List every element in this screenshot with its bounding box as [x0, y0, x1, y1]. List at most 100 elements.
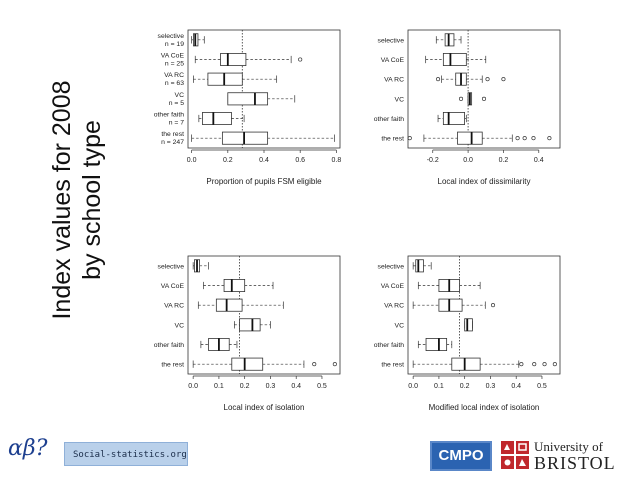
- outlier-the-rest-2: [542, 362, 547, 367]
- category-label-va-coe: VA CoE: [161, 53, 185, 60]
- x-tick-label-0: 0.0: [187, 157, 197, 164]
- box-va-coe: [220, 53, 247, 66]
- outlier-the-rest-0: [407, 136, 412, 141]
- slide-title-line1: Index values for 2008: [48, 80, 76, 319]
- category-label-va-coe: VA CoE: [381, 57, 405, 64]
- outlier-the-rest-1: [532, 362, 537, 367]
- box-vc: [464, 318, 473, 332]
- x-tick-label-0: -0.2: [427, 157, 439, 164]
- x-tick-label-3: 0.3: [266, 383, 276, 390]
- x-tick-label-0: 0.0: [188, 383, 198, 390]
- category-count-the-rest: n = 247: [161, 139, 184, 146]
- category-label-va-coe: VA CoE: [381, 283, 405, 290]
- category-count-va-coe: n = 25: [165, 61, 184, 68]
- slide-title-svg: Index values for 2008 by school type: [48, 80, 106, 319]
- x-tick-label-2: 0.2: [240, 383, 250, 390]
- box-other-faith: [425, 338, 448, 351]
- box-va-rc: [215, 298, 243, 312]
- box-the-rest: [451, 357, 481, 371]
- outlier-va-rc-2: [501, 77, 506, 82]
- box-other-faith: [202, 112, 232, 125]
- category-label-vc: VC: [395, 322, 405, 329]
- category-label-the-rest: the rest: [381, 362, 404, 369]
- outlier-va-rc-0: [435, 77, 441, 82]
- category-label-selective: selective: [378, 263, 405, 270]
- x-tick-label-0: 0.0: [408, 383, 418, 390]
- outlier-the-rest-1: [515, 136, 520, 141]
- bristol-logo: University of BRISTOL: [500, 438, 632, 474]
- box-selective: [415, 259, 424, 273]
- category-label-the-rest: the rest: [381, 136, 404, 143]
- category-label-vc: VC: [175, 322, 185, 329]
- category-label-selective: selective: [378, 37, 405, 44]
- plot-frame: [187, 29, 341, 149]
- cmpo-logo: CMPO: [430, 441, 492, 471]
- outlier-the-rest-0: [519, 362, 524, 367]
- box-the-rest: [457, 131, 483, 145]
- category-label-va-coe: VA CoE: [161, 283, 185, 290]
- boxplot-dissimilarity: selective VA CoE VA RC VC other faith the res…: [360, 22, 575, 202]
- box-vc: [239, 318, 261, 332]
- x-tick-label-4: 0.4: [291, 383, 301, 390]
- bristol-line1: University of: [534, 439, 603, 454]
- bristol-crest-icon: [501, 441, 529, 469]
- x-tick-label-4: 0.8: [332, 157, 342, 164]
- category-label-the-rest: the rest: [161, 131, 184, 138]
- outlier-va-rc-0: [490, 303, 496, 308]
- outlier-va-coe-0: [298, 57, 303, 62]
- boxplot-isolation: selective VA CoE VA RC VC other faith the res…: [140, 248, 355, 428]
- boxplot-fsm-eligible: selective n = 19 VA CoE n = 25 VA RC n = 63 VC…: [140, 22, 355, 202]
- category-label-other-faith: other faith: [154, 342, 184, 349]
- outlier-the-rest-2: [522, 136, 527, 141]
- plot-frame: [407, 29, 561, 149]
- outlier-the-rest-3: [552, 362, 557, 367]
- boxplot-modified-isolation: selective VA CoE VA RC VC other faith the res…: [360, 248, 575, 428]
- outlier-the-rest-1: [332, 362, 337, 367]
- x-axis-label: Local index of dissimilarity: [438, 177, 531, 186]
- outlier-the-rest-3: [531, 136, 536, 141]
- x-axis-label: Local index of isolation: [224, 403, 305, 412]
- outlier-vc-0: [458, 96, 464, 101]
- outlier-the-rest-4: [547, 136, 552, 141]
- category-label-va-rc: VA RC: [384, 77, 404, 84]
- social-statistics-link[interactable]: Social-statistics.org: [64, 442, 188, 466]
- x-tick-label-4: 0.4: [511, 383, 521, 390]
- outlier-vc-1: [481, 96, 487, 101]
- category-label-va-rc: VA RC: [164, 303, 184, 310]
- x-tick-label-2: 0.4: [259, 157, 269, 164]
- x-tick-label-3: 0.4: [534, 157, 544, 164]
- plot-frame: [407, 255, 561, 375]
- category-count-selective: n = 19: [165, 41, 184, 48]
- x-tick-label-3: 0.6: [295, 157, 305, 164]
- box-vc: [227, 92, 269, 106]
- box-the-rest: [231, 357, 264, 371]
- category-label-other-faith: other faith: [154, 112, 184, 119]
- x-axis-label: Modified local index of isolation: [429, 403, 540, 412]
- category-count-vc: n = 5: [169, 100, 185, 107]
- category-label-vc: VC: [395, 96, 405, 103]
- box-va-rc: [438, 298, 463, 312]
- alpha-beta-logo: αβ?: [8, 436, 68, 472]
- outlier-the-rest-0: [312, 362, 317, 367]
- x-tick-label-2: 0.2: [499, 157, 509, 164]
- outlier-va-rc-1: [485, 77, 490, 82]
- box-va-rc: [207, 72, 243, 86]
- bristol-line2: BRISTOL: [534, 453, 616, 473]
- x-tick-label-5: 0.5: [317, 383, 327, 390]
- slide-title: Index values for 2008 by school type: [0, 0, 110, 330]
- category-label-va-rc: VA RC: [164, 72, 184, 79]
- category-count-other-faith: n = 7: [169, 120, 185, 127]
- x-tick-label-1: 0.1: [214, 383, 224, 390]
- category-label-selective: selective: [158, 263, 185, 270]
- plot-frame: [187, 255, 341, 375]
- box-other-faith: [442, 112, 465, 125]
- box-va-coe: [223, 279, 246, 292]
- category-label-other-faith: other faith: [374, 342, 404, 349]
- box-va-coe: [442, 53, 467, 66]
- x-tick-label-1: 0.1: [434, 383, 444, 390]
- category-label-the-rest: the rest: [161, 362, 184, 369]
- category-count-va-rc: n = 63: [165, 80, 184, 87]
- x-tick-label-1: 0.0: [463, 157, 473, 164]
- x-tick-label-3: 0.3: [486, 383, 496, 390]
- x-tick-label-2: 0.2: [460, 383, 470, 390]
